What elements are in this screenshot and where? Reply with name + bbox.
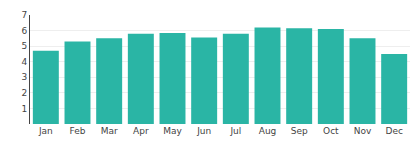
svg-text:2: 2 [21,88,27,98]
svg-text:Jun: Jun [196,126,211,136]
svg-text:Mar: Mar [101,126,118,136]
svg-text:Aug: Aug [259,126,277,136]
svg-text:4: 4 [21,57,27,67]
svg-text:Apr: Apr [133,126,149,136]
svg-text:Nov: Nov [354,126,372,136]
svg-text:Jul: Jul [229,126,241,136]
svg-text:Dec: Dec [385,126,402,136]
svg-text:7: 7 [21,10,27,20]
svg-text:3: 3 [21,72,27,82]
svg-text:May: May [163,126,182,136]
svg-text:Jan: Jan [38,126,53,136]
svg-text:1: 1 [21,104,27,114]
svg-text:5: 5 [21,41,27,51]
svg-text:Feb: Feb [70,126,86,136]
svg-text:Oct: Oct [323,126,339,136]
svg-text:Sep: Sep [291,126,308,136]
svg-text:6: 6 [21,26,27,36]
